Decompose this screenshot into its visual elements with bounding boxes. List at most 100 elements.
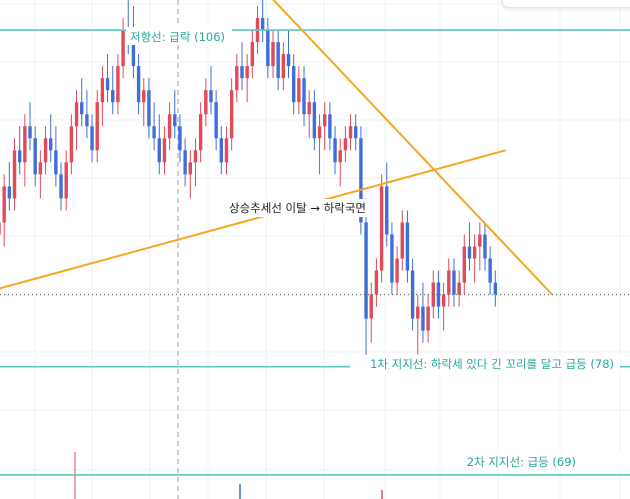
candle-body	[374, 270, 379, 295]
level-lines	[0, 0, 630, 476]
candle-body	[59, 174, 63, 199]
candle-body	[214, 102, 218, 139]
candle-body	[281, 54, 286, 79]
candle-body	[483, 234, 487, 259]
candle-body	[493, 282, 498, 295]
candle-body	[291, 66, 296, 103]
candle-body	[152, 126, 156, 139]
candle-body	[441, 294, 446, 307]
candle-body	[162, 138, 167, 163]
candle-body	[467, 246, 472, 259]
candle-body	[364, 222, 368, 319]
candle-body	[74, 102, 79, 127]
candle-body	[348, 126, 353, 139]
candle-body	[472, 246, 477, 259]
candle-body	[245, 66, 249, 79]
candle-body	[452, 270, 456, 295]
candle-body	[307, 102, 311, 115]
candle-body	[297, 78, 301, 103]
candle-body	[338, 150, 342, 163]
candle-body	[178, 126, 182, 151]
candle-body	[198, 114, 203, 151]
candle-body	[7, 186, 12, 199]
candle-body	[312, 102, 317, 139]
candle-body	[240, 66, 244, 79]
candle-body	[359, 138, 363, 223]
candle-body	[447, 270, 451, 295]
candle-body	[369, 294, 373, 319]
resistance-label-bg	[126, 27, 232, 45]
candle-body	[28, 126, 32, 139]
candle-body	[395, 258, 399, 283]
candle-body	[478, 234, 482, 247]
candle-body	[105, 78, 110, 91]
candle-body	[147, 90, 151, 127]
candle-body	[116, 66, 120, 103]
candle-body	[80, 102, 84, 115]
candle-body	[43, 138, 48, 163]
breakdown-label-bg	[225, 199, 375, 217]
candle-body	[12, 150, 17, 199]
trendline-falling	[272, 0, 553, 296]
candle-body	[173, 114, 177, 127]
candle-body	[276, 42, 280, 79]
candle-body	[390, 234, 394, 283]
candle-body	[405, 222, 410, 271]
candle-body	[379, 186, 384, 271]
candle-body	[250, 42, 255, 67]
candle-body	[188, 162, 192, 175]
candle-body	[421, 306, 425, 331]
candle-body	[354, 126, 358, 139]
candle-body	[488, 258, 492, 283]
candle-body	[385, 186, 389, 235]
candle-body	[183, 150, 187, 175]
candle-body	[85, 114, 89, 127]
candle-body	[457, 282, 461, 295]
candle-body	[54, 150, 58, 175]
candle-body	[2, 186, 6, 223]
candle-body	[100, 78, 105, 103]
candle-body	[69, 126, 74, 163]
candle-body	[167, 114, 172, 139]
candle-body	[416, 306, 420, 319]
support2-label-bg	[484, 453, 622, 471]
candle-body	[49, 138, 53, 151]
support1-label: 1차 지지선: 하락세 있다 긴 꼬리를 달고 급등 (78)	[370, 357, 614, 371]
candle-body	[323, 114, 327, 127]
candle-body	[131, 42, 136, 67]
support1-label-bg	[350, 355, 620, 373]
candle-body	[266, 30, 270, 67]
candle-body	[219, 138, 224, 163]
candle-body	[286, 54, 291, 67]
candle-body	[302, 78, 306, 115]
candle-body	[204, 90, 208, 115]
candle-body	[142, 90, 146, 103]
candle-body	[224, 138, 229, 163]
candle-body	[229, 90, 234, 139]
candle-body	[136, 66, 141, 103]
breakdown-label: 상승추세선 이탈 → 하락국면	[229, 201, 366, 215]
support2-label: 2차 지지선: 급등 (69)	[467, 455, 576, 469]
candle-body	[431, 282, 435, 307]
candle-body	[328, 114, 332, 139]
candle-body	[462, 246, 466, 283]
candle-body	[23, 126, 27, 163]
trendline-rising	[0, 149, 506, 290]
candle-body	[193, 150, 198, 163]
candle-body	[111, 90, 115, 103]
candle-body	[343, 138, 348, 151]
candle-body	[209, 90, 213, 103]
candle-body	[121, 30, 125, 67]
candle-body	[333, 138, 337, 163]
candle-body	[33, 138, 37, 175]
candle-body	[64, 162, 68, 199]
candle-body	[17, 150, 22, 163]
candle-body	[317, 126, 322, 139]
candle-body	[157, 138, 161, 163]
candle-body	[436, 282, 441, 307]
candle-body	[38, 162, 43, 175]
candlestick-series	[0, 0, 498, 499]
candle-body	[426, 306, 430, 331]
